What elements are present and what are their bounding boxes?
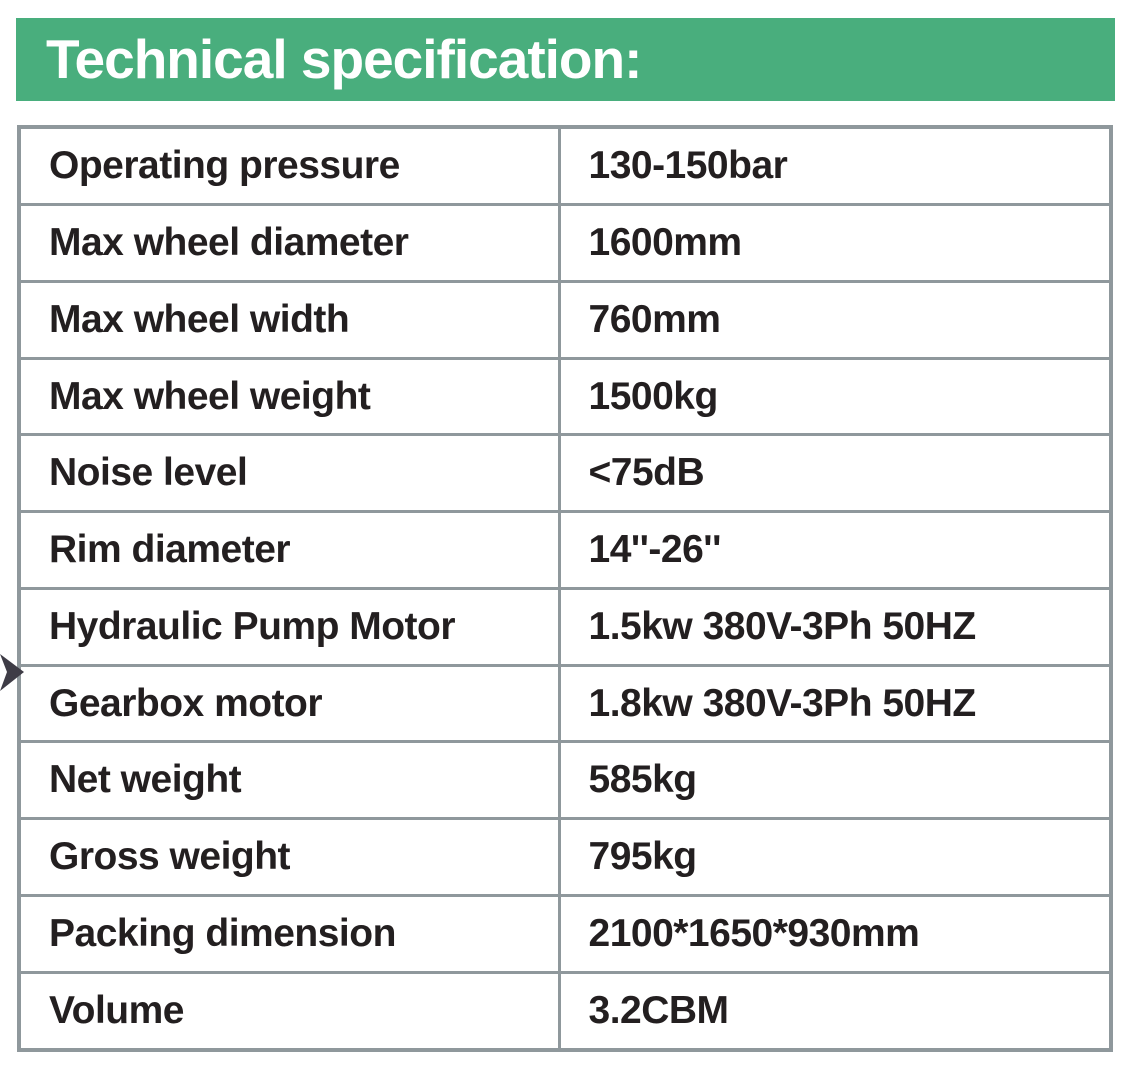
spec-label: Max wheel diameter [17,203,561,283]
spec-value: 585kg [557,740,1113,821]
spec-value: 760mm [557,279,1113,360]
spec-label: Noise level [17,433,561,514]
spec-label: Volume [17,970,561,1052]
spec-value: 14''-26'' [557,510,1113,590]
spec-label: Packing dimension [17,893,561,974]
spec-value: 1.5kw 380V-3Ph 50HZ [557,586,1113,667]
table-row: Gearbox motor 1.8kw 380V-3Ph 50HZ [17,663,1113,744]
spec-label: Operating pressure [17,125,561,207]
spec-value: 1600mm [557,203,1113,283]
table-row: Volume 3.2CBM [17,970,1113,1052]
spec-value: 795kg [557,817,1113,897]
table-row: Net weight 585kg [17,740,1113,821]
spec-label: Gross weight [17,817,561,897]
spec-table-body: Operating pressure 130-150bar Max wheel … [17,125,1113,1052]
page-title: Technical specification: [46,28,642,90]
table-row: Max wheel diameter 1600mm [17,203,1113,283]
table-row: Max wheel weight 1500kg [17,356,1113,437]
table-row: Gross weight 795kg [17,817,1113,897]
spec-value: 1.8kw 380V-3Ph 50HZ [557,663,1113,744]
spec-label: Hydraulic Pump Motor [17,586,561,667]
spec-label: Rim diameter [17,510,561,590]
spec-value: 130-150bar [557,125,1113,207]
table-row: Operating pressure 130-150bar [17,125,1113,207]
table-row: Max wheel width 760mm [17,279,1113,360]
spec-label: Max wheel weight [17,356,561,437]
left-arrow-marker-icon [0,654,24,691]
table-row: Rim diameter 14''-26'' [17,510,1113,590]
spec-table: Operating pressure 130-150bar Max wheel … [17,125,1113,1052]
table-row: Noise level <75dB [17,433,1113,514]
spec-label: Net weight [17,740,561,821]
table-row: Packing dimension 2100*1650*930mm [17,893,1113,974]
spec-label: Gearbox motor [17,663,561,744]
spec-value: 1500kg [557,356,1113,437]
spec-value: <75dB [557,433,1113,514]
section-header-bar: Technical specification: [16,18,1115,101]
spec-label: Max wheel width [17,279,561,360]
table-row: Hydraulic Pump Motor 1.5kw 380V-3Ph 50HZ [17,586,1113,667]
spec-value: 2100*1650*930mm [557,893,1113,974]
spec-value: 3.2CBM [557,970,1113,1052]
